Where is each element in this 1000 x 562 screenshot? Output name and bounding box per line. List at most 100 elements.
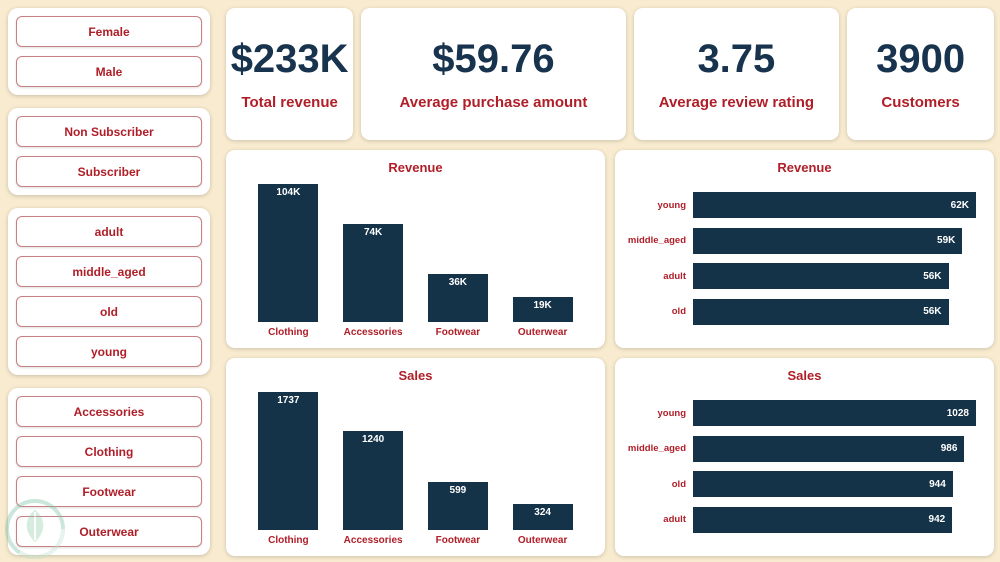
bar-value-label: 599 (449, 485, 467, 496)
bar-row[interactable]: young 62K (625, 192, 976, 219)
bar-value-label: 324 (534, 507, 551, 518)
bar-row[interactable]: middle_aged 59K (625, 227, 976, 254)
revenue-by-age-chart: Revenue young 62K middle_aged 59K adult 56K ol… (615, 150, 994, 348)
kpi-value: $233K (230, 37, 349, 81)
bar-track: 944 (693, 471, 976, 498)
filter-group-gender: Female Male (8, 8, 210, 95)
kpi-row: $233K Total revenue $59.76 Average purch… (226, 8, 994, 140)
bar-row[interactable]: adult 56K (625, 263, 976, 290)
bar[interactable]: 62K (693, 192, 976, 219)
kpi-customers: 3900 Customers (847, 8, 994, 140)
bar-value-label: 19K (533, 300, 552, 311)
category-label: Accessories (343, 327, 403, 338)
filter-button-footwear[interactable]: Footwear (16, 476, 202, 507)
category-label: Clothing (268, 327, 309, 338)
bar-column[interactable]: 36K Footwear (419, 181, 497, 340)
bar-track: 59K (693, 227, 976, 254)
kpi-value: 3900 (876, 37, 966, 81)
bar-value-label: 1240 (362, 434, 385, 445)
bar-track: 56K (693, 298, 976, 325)
bar[interactable]: 324 (512, 504, 573, 530)
filter-button-female[interactable]: Female (16, 16, 202, 47)
bar-row[interactable]: young 1028 (625, 400, 976, 427)
bar-value-label: 56K (923, 306, 942, 318)
kpi-label: Total revenue (241, 94, 338, 111)
bar-plot: young 1028 middle_aged 986 old 944 adult 942 (621, 389, 988, 550)
bar-value-label: 59K (937, 235, 956, 247)
bar-column[interactable]: 324 Outerwear (504, 389, 582, 548)
category-label: Footwear (435, 327, 481, 338)
bar[interactable]: 1240 (343, 431, 404, 530)
bar-column[interactable]: 104K Clothing (249, 181, 327, 340)
bar[interactable]: 74K (343, 224, 404, 322)
bar-column[interactable]: 1737 Clothing (249, 389, 327, 548)
filter-button-outerwear[interactable]: Outerwear (16, 516, 202, 547)
bar-value-label: 74K (363, 227, 383, 238)
bar-column[interactable]: 19K Outerwear (504, 181, 582, 340)
bar-value-label: 62K (950, 199, 969, 211)
filter-button-non-subscriber[interactable]: Non Subscriber (16, 116, 202, 147)
filter-sidebar: Female Male Non Subscriber Subscriber ad… (8, 8, 210, 555)
category-label: adult (663, 514, 686, 526)
chart-title: Revenue (388, 160, 443, 175)
kpi-total-revenue: $233K Total revenue (226, 8, 354, 140)
filter-button-adult[interactable]: adult (16, 216, 202, 247)
bar[interactable]: 942 (693, 506, 953, 533)
filter-button-old[interactable]: old (16, 296, 202, 327)
category-label: young (657, 199, 687, 211)
revenue-by-category-chart: Revenue 104K Clothing 74K Accessories 36K Foo… (226, 150, 605, 348)
category-label: Outerwear (517, 327, 568, 338)
bar[interactable]: 56K (693, 298, 949, 325)
bar-value-label: 942 (928, 514, 946, 526)
chart-title: Revenue (777, 160, 832, 175)
bar-track: 62K (693, 192, 976, 219)
filter-button-male[interactable]: Male (16, 56, 202, 87)
bar[interactable]: 986 (693, 435, 965, 462)
bar[interactable]: 1737 (258, 392, 319, 530)
kpi-label: Average purchase amount (399, 94, 588, 111)
bar-plot: young 62K middle_aged 59K adult 56K old 56K (621, 181, 988, 342)
sales-by-age-chart: Sales young 1028 middle_aged 986 old 944 adult… (615, 358, 994, 556)
bar[interactable]: 59K (693, 227, 963, 254)
bar-plot: 104K Clothing 74K Accessories 36K Footwear 19K… (232, 181, 599, 342)
bar-row[interactable]: adult 942 (625, 506, 976, 533)
kpi-average-purchase-amount: $59.76 Average purchase amount (361, 8, 626, 140)
bar-column[interactable]: 1240 Accessories (334, 389, 412, 548)
bar[interactable]: 56K (693, 263, 949, 290)
bar-value-label: 56K (923, 270, 942, 282)
dashboard-main: $233K Total revenue $59.76 Average purch… (226, 8, 994, 556)
bar-row[interactable]: old 944 (625, 471, 976, 498)
filter-group-category: Accessories Clothing Footwear Outerwear (8, 388, 210, 555)
filter-button-subscriber[interactable]: Subscriber (16, 156, 202, 187)
filter-button-accessories[interactable]: Accessories (16, 396, 202, 427)
bar[interactable]: 104K (258, 184, 319, 322)
filter-button-middle-aged[interactable]: middle_aged (16, 256, 202, 287)
category-label: adult (663, 270, 686, 282)
category-label: old (671, 306, 686, 318)
kpi-value: $59.76 (432, 37, 555, 81)
bar-track: 942 (693, 506, 976, 533)
kpi-average-review-rating: 3.75 Average review rating (633, 8, 840, 140)
chart-title: Sales (787, 368, 822, 383)
bar-track: 986 (693, 435, 976, 462)
bar[interactable]: 36K (427, 274, 488, 322)
filter-button-clothing[interactable]: Clothing (16, 436, 202, 467)
bar-value-label: 36K (448, 277, 468, 288)
category-label: young (657, 407, 687, 419)
bar-column[interactable]: 74K Accessories (334, 181, 412, 340)
bar[interactable]: 599 (427, 482, 488, 530)
bar[interactable]: 944 (693, 471, 953, 498)
bar-plot: 1737 Clothing 1240 Accessories 599 Footwear 32… (232, 389, 599, 550)
bar[interactable]: 19K (512, 297, 573, 322)
category-label: Clothing (268, 535, 309, 546)
bar[interactable]: 1028 (693, 400, 976, 427)
bar-value-label: 1028 (946, 407, 969, 419)
chart-row-revenue: Revenue 104K Clothing 74K Accessories 36K Foo… (226, 150, 994, 348)
filter-button-young[interactable]: young (16, 336, 202, 367)
bar-value-label: 944 (929, 478, 946, 490)
category-label: middle_aged (627, 443, 686, 455)
kpi-value: 3.75 (697, 37, 776, 81)
bar-row[interactable]: old 56K (625, 298, 976, 325)
bar-column[interactable]: 599 Footwear (419, 389, 497, 548)
bar-row[interactable]: middle_aged 986 (625, 435, 976, 462)
